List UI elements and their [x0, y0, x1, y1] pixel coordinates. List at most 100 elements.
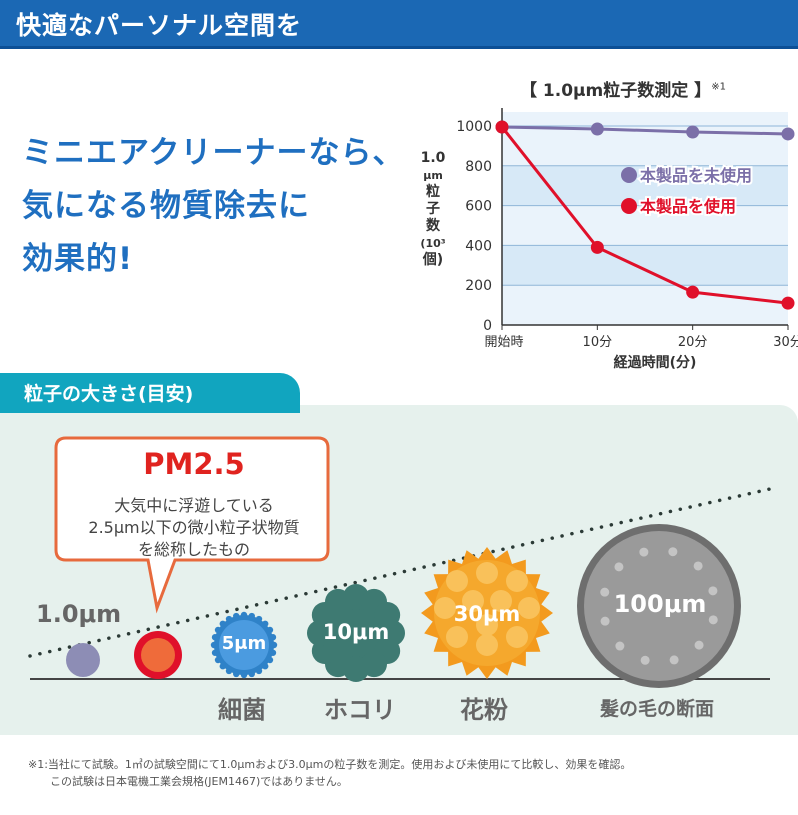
- pollen-grain: [506, 626, 528, 648]
- y-tick-label: 1000: [456, 119, 492, 135]
- pollen-grain: [462, 590, 484, 612]
- x-tick-label: 20分: [678, 335, 708, 350]
- dust-size: 10μm: [322, 620, 390, 644]
- bacteria-cilia: [225, 615, 233, 623]
- data-point: [686, 285, 700, 299]
- bacteria-cilia: [266, 656, 274, 664]
- x-tick-label: 10分: [583, 335, 613, 350]
- hair-dot: [600, 616, 610, 626]
- y-label-part: 子: [426, 201, 440, 217]
- pm25-desc-line-3: を総称したもの: [137, 540, 250, 559]
- hair-dot: [615, 641, 625, 651]
- bacteria-cilia: [219, 620, 226, 627]
- pm25-desc-line-1: 大気中に浮遊している: [114, 496, 274, 515]
- chart-band: [502, 205, 788, 246]
- hair-dot: [614, 562, 624, 572]
- pollen-grain: [506, 570, 528, 592]
- pollen-grain: [446, 626, 468, 648]
- chart-title-text: 【 1.0μm粒子数測定 】: [520, 81, 712, 101]
- particle-dust: [307, 584, 405, 682]
- series-line: [500, 126, 789, 305]
- y-label-part: 粒: [426, 184, 440, 200]
- dust-bump: [374, 602, 401, 628]
- data-point: [590, 122, 604, 136]
- bacteria-cilia: [248, 612, 255, 620]
- bacteria-size: 5μm: [221, 633, 267, 654]
- series-line: [501, 125, 789, 136]
- hair-dot: [694, 640, 704, 650]
- chart-band: [502, 285, 788, 325]
- y-tick-label: 0: [483, 318, 492, 334]
- headline-line-1: ミニエアクリーナーなら、: [22, 135, 405, 171]
- x-tick-label: 開始時: [484, 335, 523, 350]
- pollen-grain: [476, 562, 498, 584]
- y-label-part: 数: [426, 218, 440, 234]
- bacteria-cilia: [240, 611, 248, 619]
- y-label-part: 1.0: [420, 150, 446, 166]
- bacteria-cilia: [233, 670, 240, 678]
- particle-count-chart: 【 1.0μm粒子数測定 】※1 1.0 μm 粒 子 数 (10³ 個) 0 2…: [420, 70, 798, 380]
- pollen-grain: [434, 597, 456, 619]
- headline-line-2: 気になる物質除去に: [22, 188, 310, 224]
- bacteria-cilia: [269, 649, 277, 656]
- dust-name: ホコリ: [324, 696, 396, 724]
- particle-bacteria: [210, 611, 278, 679]
- y-tick-label: 400: [465, 238, 492, 254]
- bacteria-cilia: [255, 615, 263, 623]
- bacteria-cilia: [269, 634, 277, 641]
- bacteria-cilia: [233, 612, 240, 620]
- header-bar: 快適なパーソナル空間を: [0, 0, 798, 49]
- bacteria-cilia: [248, 670, 255, 678]
- pm25-desc-line-2: 2.5μm以下の微小粒子状物質: [88, 518, 300, 537]
- footnote-line-1: ※1:当社にて試験。1㎥の試験空間にて1.0μmおよび3.0μmの粒子数を測定。…: [28, 758, 632, 771]
- bacteria-cilia: [262, 663, 269, 670]
- pollen-grain: [476, 614, 498, 636]
- data-point: [590, 240, 604, 254]
- chart-x-label: 経過時間(分): [614, 354, 697, 371]
- hair-dot: [600, 587, 610, 597]
- bacteria-cilia: [255, 667, 263, 675]
- y-label-part: μm: [423, 169, 443, 182]
- hair-dot: [708, 586, 718, 596]
- y-tick-label: 200: [465, 278, 492, 294]
- particle-hair: [577, 524, 741, 688]
- y-label-part: (10³: [420, 237, 446, 250]
- particle-1um: [66, 643, 100, 677]
- hair-size: 100μm: [613, 590, 707, 618]
- bacteria-cilia: [240, 671, 248, 679]
- chart-y-label: 1.0 μm 粒 子 数 (10³ 個): [420, 150, 446, 269]
- pollen-grain: [446, 570, 468, 592]
- y-label-part: 個): [422, 252, 444, 268]
- bacteria-cilia: [225, 667, 233, 675]
- hair-dot: [640, 655, 650, 665]
- hair-name: 髪の毛の断面: [600, 698, 715, 720]
- bacteria-cilia: [266, 626, 274, 634]
- bacteria-body: [219, 620, 269, 670]
- bacteria-cilia: [270, 641, 278, 649]
- label-1um: 1.0μm: [36, 600, 122, 628]
- hair-dot: [708, 615, 718, 625]
- x-tick-label: 30分: [773, 335, 798, 350]
- data-point: [495, 120, 509, 134]
- pollen-name: 花粉: [460, 696, 508, 724]
- data-point: [781, 127, 795, 141]
- bacteria-cilia: [210, 641, 218, 649]
- chart-title-note: ※1: [711, 81, 726, 93]
- section-tab: 粒子の大きさ(目安): [0, 373, 300, 413]
- headline-line-3: 効果的!: [22, 241, 134, 277]
- bacteria-cilia: [214, 626, 222, 634]
- legend-marker: [621, 198, 637, 214]
- pollen-grain: [476, 634, 498, 656]
- y-tick-label: 600: [465, 199, 492, 215]
- hair-dot: [639, 547, 649, 557]
- y-tick-label: 800: [465, 159, 492, 175]
- data-point: [686, 125, 700, 139]
- pollen-grain: [490, 590, 512, 612]
- particle-pm25: [141, 638, 175, 672]
- chart-title: 【 1.0μm粒子数測定 】※1: [520, 76, 726, 101]
- page-title: 快適なパーソナル空間を: [16, 11, 303, 40]
- bacteria-cilia: [211, 634, 219, 641]
- legend-marker: [621, 167, 637, 183]
- bacteria-cilia: [214, 656, 222, 664]
